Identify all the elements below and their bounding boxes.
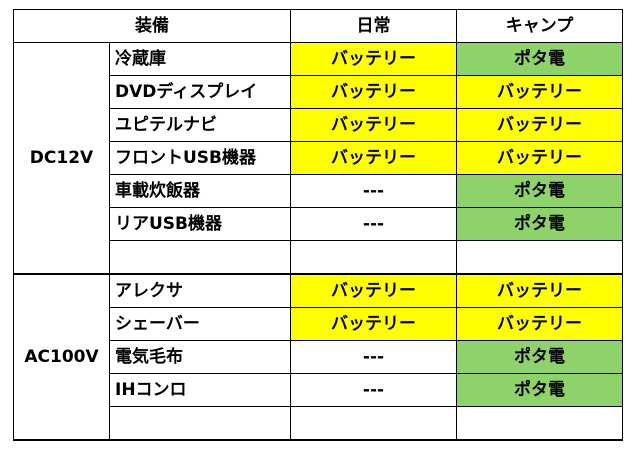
group-label: AC100V (13, 273, 110, 441)
camp-source-cell: バッテリー (456, 141, 623, 175)
daily-source-cell: バッテリー (290, 273, 457, 308)
camp-source-cell: ポタ電 (456, 174, 623, 208)
header-row: 装備 日常 キャンプ (13, 9, 623, 43)
camp-source-cell: バッテリー (456, 307, 623, 341)
table-row: フロントUSB機器 バッテリー バッテリー (14, 141, 623, 175)
camp-source-cell (456, 406, 623, 441)
camp-source-cell: バッテリー (456, 273, 623, 308)
daily-source-cell: バッテリー (290, 108, 457, 142)
equipment-name: 冷蔵庫 (109, 42, 291, 76)
daily-source-cell: バッテリー (290, 75, 457, 109)
table-row: DC12V 冷蔵庫 バッテリー ポタ電 (13, 42, 623, 275)
equipment-name: DVDディスプレイ (109, 75, 291, 109)
equipment-name: フロントUSB機器 (109, 141, 291, 175)
header-equipment: 装備 (13, 9, 291, 43)
daily-source-cell: --- (290, 373, 457, 407)
table-row: ユピテルナビ バッテリー バッテリー (14, 108, 623, 142)
equipment-name (109, 406, 291, 441)
table-row: AC100V アレクサ バッテリー バッテリー (13, 273, 623, 441)
equipment-name (109, 240, 291, 275)
daily-source-cell: --- (290, 174, 457, 208)
header-daily: 日常 (290, 9, 457, 43)
table-row: IHコンロ --- ポタ電 (14, 373, 623, 407)
daily-source-cell: バッテリー (290, 141, 457, 175)
group-label: DC12V (13, 42, 110, 275)
table-row: DVDディスプレイ バッテリー バッテリー (14, 75, 623, 109)
daily-source-cell: バッテリー (290, 42, 457, 76)
equipment-name: 電気毛布 (109, 340, 291, 374)
table-row: リアUSB機器 --- ポタ電 (14, 207, 623, 241)
camp-source-cell: ポタ電 (456, 340, 623, 374)
table-row: 電気毛布 --- ポタ電 (14, 340, 623, 374)
header-camp: キャンプ (456, 9, 623, 43)
equipment-name: アレクサ (109, 273, 291, 308)
daily-source-cell (290, 406, 457, 441)
equipment-name: 車載炊飯器 (109, 174, 291, 208)
daily-source-cell: バッテリー (290, 307, 457, 341)
camp-source-cell: ポタ電 (456, 373, 623, 407)
equipment-name: シェーバー (109, 307, 291, 341)
daily-source-cell: --- (290, 340, 457, 374)
table-row: 車載炊飯器 --- ポタ電 (14, 174, 623, 208)
camp-source-cell: バッテリー (456, 108, 623, 142)
table-row: シェーバー バッテリー バッテリー (14, 307, 623, 341)
table-row (14, 240, 623, 275)
camp-source-cell: ポタ電 (456, 42, 623, 76)
table-row (14, 406, 623, 441)
camp-source-cell: バッテリー (456, 75, 623, 109)
power-source-table: 装備 日常 キャンプ DC12V 冷蔵庫 バッテリー ポタ電 DVDディスプレイ バッテリ… (13, 9, 623, 441)
daily-source-cell: --- (290, 207, 457, 241)
equipment-name: リアUSB機器 (109, 207, 291, 241)
camp-source-cell: ポタ電 (456, 207, 623, 241)
equipment-name: IHコンロ (109, 373, 291, 407)
daily-source-cell (290, 240, 457, 275)
equipment-name: ユピテルナビ (109, 108, 291, 142)
camp-source-cell (456, 240, 623, 275)
